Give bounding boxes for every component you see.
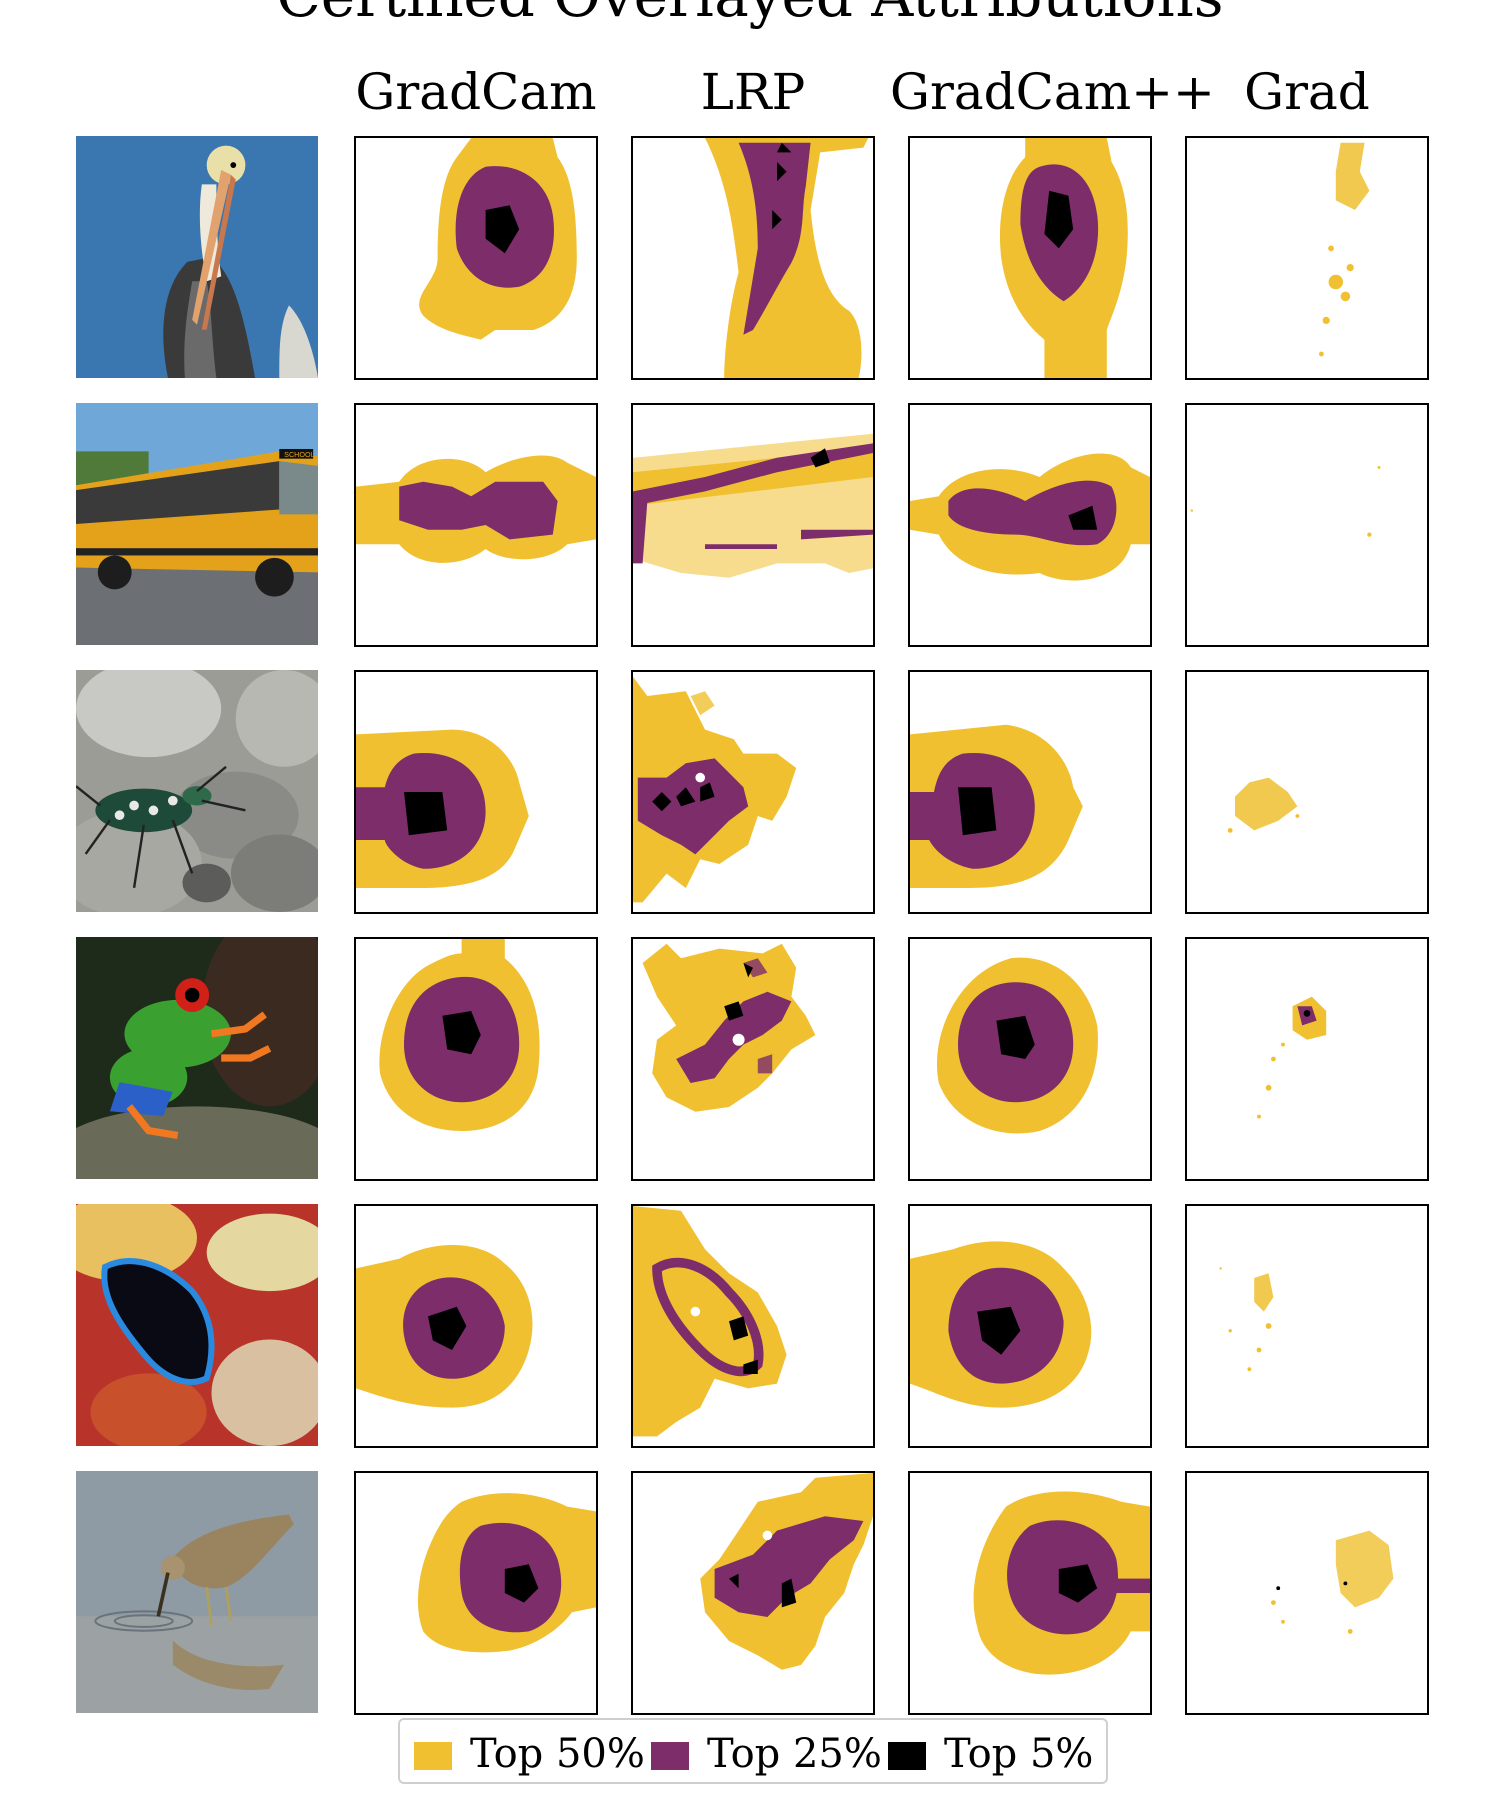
attribution-gradcam-plus-plus-school-bus: [908, 403, 1152, 647]
input-image-tiger-beetle: [76, 670, 318, 912]
attribution-grad-pelican: [1185, 136, 1429, 380]
attribution-gradcam-pelican: [354, 136, 598, 380]
attribution-gradcam-plus-plus-tree-frog: [908, 937, 1152, 1181]
legend-label-top50: Top 50%: [470, 1731, 645, 1777]
attribution-grad-flatworm: [1185, 1204, 1429, 1448]
input-image-pelican: [76, 136, 318, 378]
attribution-gradcam-plus-plus-tiger-beetle: [908, 670, 1152, 914]
attribution-grad-tiger-beetle: [1185, 670, 1429, 914]
legend: Top 50% Top 25% Top 5%: [398, 1718, 1108, 1784]
input-image-flatworm: [76, 1204, 318, 1446]
attribution-gradcam-plus-plus-flatworm: [908, 1204, 1152, 1448]
legend-swatch-top25: [651, 1742, 689, 1770]
column-header-lrp: LRP: [700, 63, 806, 121]
input-image-dowitcher: [76, 1471, 318, 1713]
attribution-gradcam-plus-plus-dowitcher: [908, 1471, 1152, 1715]
attribution-lrp-school-bus: [631, 403, 875, 647]
input-image-tree-frog: [76, 937, 318, 1179]
attribution-grad-dowitcher: [1185, 1471, 1429, 1715]
legend-label-top25: Top 25%: [707, 1731, 882, 1777]
attribution-lrp-dowitcher: [631, 1471, 875, 1715]
column-header-gradcam-plus-plus: GradCam++: [890, 63, 1215, 121]
attribution-gradcam-flatworm: [354, 1204, 598, 1448]
attribution-grad-tree-frog: [1185, 937, 1429, 1181]
attribution-grad-school-bus: [1185, 403, 1429, 647]
figure-title: Certified Overlayed Attributions: [0, 0, 1500, 25]
input-image-school-bus: SCHOOL BUS: [76, 403, 318, 645]
legend-swatch-top5: [888, 1742, 926, 1770]
attribution-lrp-tree-frog: [631, 937, 875, 1181]
attribution-gradcam-dowitcher: [354, 1471, 598, 1715]
attribution-gradcam-tree-frog: [354, 937, 598, 1181]
column-header-grad: Grad: [1244, 63, 1370, 121]
column-header-gradcam: GradCam: [355, 63, 597, 121]
attribution-lrp-pelican: [631, 136, 875, 380]
attribution-lrp-tiger-beetle: [631, 670, 875, 914]
attribution-lrp-flatworm: [631, 1204, 875, 1448]
legend-swatch-top50: [414, 1742, 452, 1770]
attribution-gradcam-tiger-beetle: [354, 670, 598, 914]
legend-label-top5: Top 5%: [944, 1731, 1094, 1777]
bus-sign-text: SCHOOL BUS: [284, 450, 318, 459]
attribution-gradcam-plus-plus-pelican: [908, 136, 1152, 380]
attribution-gradcam-school-bus: [354, 403, 598, 647]
